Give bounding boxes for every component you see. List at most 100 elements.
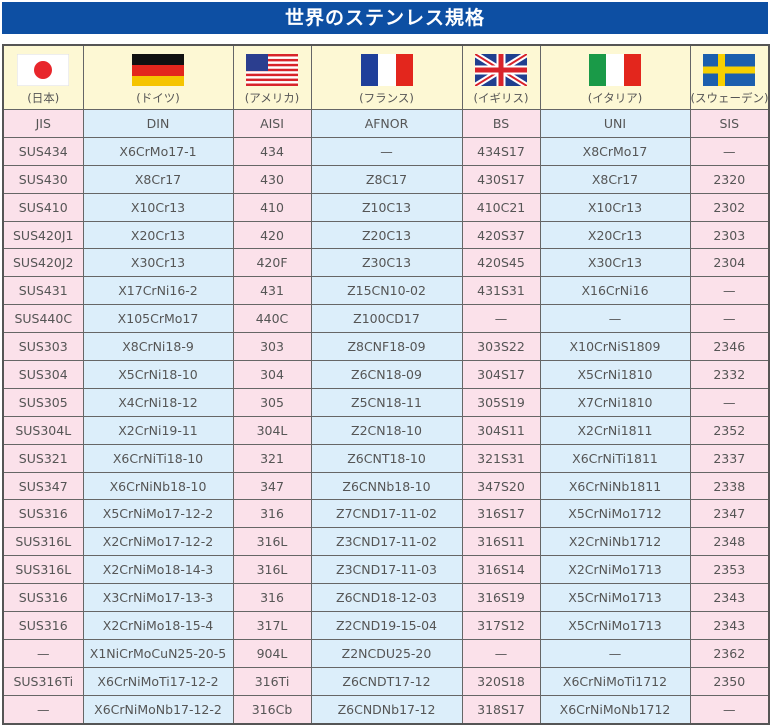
- table-cell: Z100CD17: [310, 304, 463, 334]
- table-cell: 316: [232, 583, 312, 613]
- italy-flag-icon: [589, 54, 641, 86]
- table-cell: X10CrNiS1809: [539, 332, 691, 362]
- table-cell: X6CrNiMoNb17-12-2: [82, 694, 234, 725]
- table-cell: SUS347: [2, 471, 84, 501]
- country-cell: (ドイツ): [82, 44, 234, 110]
- column-header: BS: [461, 109, 541, 138]
- country-cell: (日本): [2, 44, 84, 110]
- table-cell: 2362: [689, 638, 770, 668]
- table-cell: 434: [232, 136, 312, 166]
- table-cell: 430: [232, 164, 312, 194]
- table-cell: X1NiCrMoCuN25-20-5: [82, 638, 234, 668]
- table-cell: 2304: [689, 248, 770, 278]
- table-cell: 321: [232, 443, 312, 473]
- table-cell: 420: [232, 220, 312, 250]
- table-cell: 304S17: [461, 360, 541, 389]
- table-row: SUS316L X2CrNiMo18-14-3 316L Z3CND17-11-03 3…: [2, 555, 770, 585]
- column-header: SIS: [689, 109, 770, 138]
- table-cell: X2CrNi1811: [539, 415, 691, 445]
- table-cell: —: [2, 694, 84, 725]
- table-cell: X2CrNiMo1713: [539, 555, 691, 585]
- table-cell: 316S17: [461, 499, 541, 529]
- table-cell: Z3CND17-11-02: [310, 527, 463, 557]
- table-cell: 318S17: [461, 694, 541, 725]
- table-cell: X6CrMo17-1: [82, 136, 234, 166]
- table-cell: X10Cr13: [539, 192, 691, 222]
- table-cell: —: [539, 304, 691, 334]
- table-cell: Z10C13: [310, 192, 463, 222]
- table-cell: SUS316: [2, 499, 84, 529]
- table-row: SUS430 X8Cr17 430 Z8C17 430S17 X8Cr17 2320: [2, 164, 770, 194]
- table-row: SUS410 X10Cr13 410 Z10C13 410C21 X10Cr13 2302: [2, 192, 770, 222]
- table-cell: Z8C17: [310, 164, 463, 194]
- japan-flag-icon: [16, 53, 70, 87]
- table-cell: SUS434: [2, 136, 84, 166]
- table-cell: 2343: [689, 583, 770, 613]
- table-cell: SUS430: [2, 164, 84, 194]
- table-cell: X10Cr13: [82, 192, 234, 222]
- table-cell: 317S12: [461, 611, 541, 640]
- country-cell: (イギリス): [461, 44, 541, 110]
- table-cell: Z6CNDNb17-12: [310, 694, 463, 725]
- table-cell: Z6CN18-09: [310, 360, 463, 389]
- table-cell: SUS316L: [2, 527, 84, 557]
- table-cell: X5CrNiMo17-12-2: [82, 499, 234, 529]
- table-cell: SUS316L: [2, 555, 84, 585]
- table-cell: 316L: [232, 555, 312, 585]
- table-cell: Z15CN10-02: [310, 276, 463, 306]
- table-cell: SUS303: [2, 332, 84, 362]
- table-row: SUS305 X4CrNi18-12 305 Z5CN18-11 305S19 X7CrN…: [2, 387, 770, 417]
- table-cell: 431S31: [461, 276, 541, 306]
- table-cell: X5CrNi1810: [539, 360, 691, 389]
- country-name: (スウェーデン): [690, 91, 769, 105]
- table-cell: X7CrNi1810: [539, 387, 691, 417]
- table-cell: 303: [232, 332, 312, 362]
- table-cell: 304: [232, 360, 312, 389]
- table-cell: 316S19: [461, 583, 541, 613]
- table-cell: X20Cr13: [539, 220, 691, 250]
- table-cell: SUS304L: [2, 415, 84, 445]
- table-cell: X6CrNiTi18-10: [82, 443, 234, 473]
- table-cell: X6CrNiMoTi1712: [539, 666, 691, 696]
- table-row: SUS434 X6CrMo17-1 434—434S17 X8CrMo17—: [2, 136, 770, 166]
- table-cell: X20Cr13: [82, 220, 234, 250]
- table-row: SUS316 X3CrNiMo17-13-3 316 Z6CND18-12-03 316…: [2, 583, 770, 613]
- france-flag-icon: [360, 54, 413, 86]
- table-row: SUS304 X5CrNi18-10 304 Z6CN18-09 304S17 X5CrN…: [2, 360, 770, 389]
- table-cell: 2303: [689, 220, 770, 250]
- table-cell: 2353: [689, 555, 770, 585]
- table-cell: SUS305: [2, 387, 84, 417]
- table-cell: —: [539, 638, 691, 668]
- table-cell: SUS420J2: [2, 248, 84, 278]
- table-cell: Z20C13: [310, 220, 463, 250]
- table-row: SUS316 X5CrNiMo17-12-2 316 Z7CND17-11-02 316…: [2, 499, 770, 529]
- column-header: UNI: [539, 109, 691, 138]
- table-row: SUS420J1 X20Cr13 420 Z20C13 420S37 X20Cr13 230…: [2, 220, 770, 250]
- country-name: (ドイツ): [136, 91, 180, 105]
- table-cell: X105CrMo17: [82, 304, 234, 334]
- table-cell: SUS321: [2, 443, 84, 473]
- table-cell: 420S37: [461, 220, 541, 250]
- table-cell: 304L: [232, 415, 312, 445]
- table-row: — X6CrNiMoNb17-12-2 316Cb Z6CNDNb17-12 318S1…: [2, 694, 770, 725]
- table-cell: Z6CNDT17-12: [310, 666, 463, 696]
- table-cell: X3CrNiMo17-13-3: [82, 583, 234, 613]
- table-cell: Z2CN18-10: [310, 415, 463, 445]
- table-cell: —: [461, 638, 541, 668]
- country-name: (アメリカ): [244, 91, 300, 105]
- table-cell: 431: [232, 276, 312, 306]
- table-cell: SUS316: [2, 583, 84, 613]
- table-cell: —: [461, 304, 541, 334]
- table-row: SUS316L X2CrNiMo17-12-2 316L Z3CND17-11-02 3…: [2, 527, 770, 557]
- germany-flag-icon: [132, 54, 184, 86]
- table-cell: SUS316Ti: [2, 666, 84, 696]
- table-cell: X2CrNiNb1712: [539, 527, 691, 557]
- table-cell: Z3CND17-11-03: [310, 555, 463, 585]
- table-cell: 410: [232, 192, 312, 222]
- country-cell: (フランス): [310, 44, 463, 110]
- table-row: SUS316 X2CrNiMo18-15-4 317L Z2CND19-15-04 31…: [2, 611, 770, 640]
- table-cell: X5CrNiMo1712: [539, 499, 691, 529]
- country-row: (日本) (ドイツ) (アメリカ) (フランス) (イギリス) (イタリア) (スウェーデン…: [2, 44, 770, 110]
- table-cell: SUS316: [2, 611, 84, 640]
- table-cell: X8CrNi18-9: [82, 332, 234, 362]
